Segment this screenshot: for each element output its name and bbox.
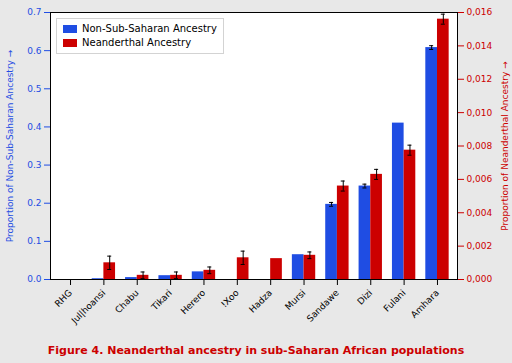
svg-text:0,012: 0,012: [467, 74, 493, 84]
svg-text:!Xoo: !Xoo: [219, 287, 241, 309]
svg-text:0.6: 0.6: [27, 46, 42, 56]
svg-text:Dizi: Dizi: [355, 288, 374, 307]
svg-text:Fulani: Fulani: [382, 288, 408, 314]
html-text:Figure 4. Neanderthal ancestry: Figure 4. Neanderthal ancestry in sub-Sa…: [47, 344, 465, 357]
svg-text:Amhara: Amhara: [409, 288, 441, 320]
svg-text:0.3: 0.3: [27, 160, 41, 170]
svg-text:0.4: 0.4: [27, 122, 42, 132]
svg-text:Herero: Herero: [179, 287, 208, 316]
svg-text:0,010: 0,010: [467, 108, 493, 118]
svg-text:Mursi: Mursi: [283, 288, 307, 312]
svg-text:0.5: 0.5: [27, 84, 41, 94]
svg-text:Proportion of Non-Sub-Saharan: Proportion of Non-Sub-Saharan Ancestry →: [5, 49, 15, 242]
svg-text:0.7: 0.7: [27, 7, 41, 17]
svg-text:0.0: 0.0: [27, 274, 42, 284]
svg-text:0,014: 0,014: [467, 41, 493, 51]
svg-text:0,002: 0,002: [467, 241, 493, 251]
svg-text:Tikari: Tikari: [149, 288, 174, 313]
svg-text:0.1: 0.1: [27, 236, 41, 246]
svg-text:0,000: 0,000: [467, 274, 493, 284]
svg-text:Jul|hoansi: Jul|hoansi: [69, 288, 108, 327]
svg-text:Proportion of Neanderthal Ance: Proportion of Neanderthal Ancestry →: [500, 61, 510, 231]
svg-text:Chabu: Chabu: [113, 288, 141, 316]
svg-text:0,006: 0,006: [467, 174, 493, 184]
svg-text:0,016: 0,016: [467, 7, 493, 17]
svg-text:Sandawe: Sandawe: [305, 287, 341, 323]
svg-text:0.2: 0.2: [27, 198, 41, 208]
html-text:Non-Sub-Saharan Ancestry: Non-Sub-Saharan Ancestry: [82, 23, 217, 34]
svg-text:0,004: 0,004: [467, 208, 493, 218]
svg-text:0,008: 0,008: [467, 141, 493, 151]
html-text:Neanderthal Ancestry: Neanderthal Ancestry: [82, 37, 191, 48]
svg-text:Hadza: Hadza: [247, 288, 274, 315]
svg-text:RHG: RHG: [53, 288, 74, 309]
